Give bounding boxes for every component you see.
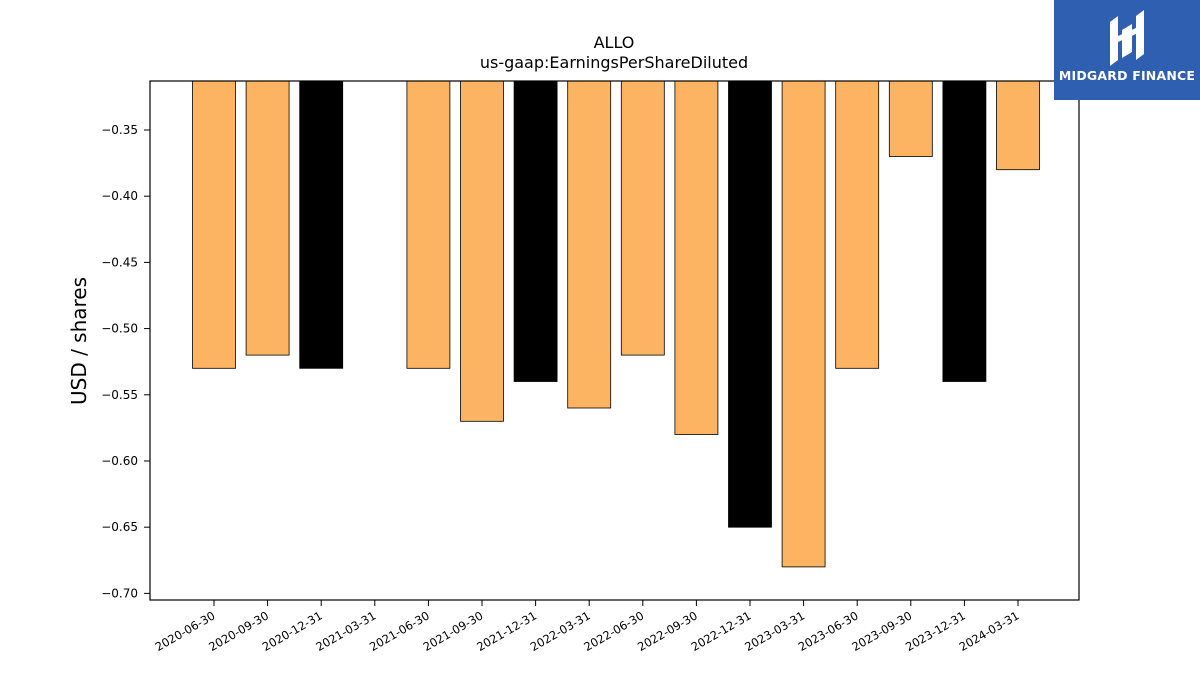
x-tick-label: 2023-12-31 <box>903 608 968 654</box>
bar-2024-03-31 <box>996 80 1040 171</box>
bar-2021-09-30 <box>460 80 504 422</box>
x-tick-label: 2023-09-30 <box>849 608 914 654</box>
bar-2020-09-30 <box>245 80 290 356</box>
x-tick-label: 2023-03-31 <box>742 608 807 654</box>
midgard-finance-logo: MIDGARD FINANCE <box>1054 0 1200 100</box>
chart-title: ALLO <box>594 33 635 52</box>
bar-2023-03-31 <box>781 80 826 568</box>
plot-frame <box>149 80 1080 601</box>
y-tick-label: −0.50 <box>101 322 138 336</box>
bar-2022-09-30 <box>674 80 719 435</box>
bar-2022-03-31 <box>567 80 612 409</box>
x-tick-label: 2021-09-30 <box>421 608 486 654</box>
bar-2023-06-30 <box>835 80 880 369</box>
bar-2020-12-31 <box>299 80 344 369</box>
x-tick-label: 2023-06-30 <box>796 608 861 654</box>
bar-2023-09-30 <box>888 80 933 157</box>
x-tick-label: 2022-03-31 <box>528 608 593 654</box>
logo-text: MIDGARD FINANCE <box>1058 68 1196 83</box>
y-tick-label: −0.60 <box>101 454 138 468</box>
x-tick-label: 2020-09-30 <box>206 608 271 654</box>
bar-2021-06-30 <box>406 80 451 369</box>
x-tick-label: 2022-12-31 <box>689 608 754 654</box>
y-tick-label: −0.40 <box>101 189 138 203</box>
chart-subtitle: us-gaap:EarningsPerShareDiluted <box>480 53 748 72</box>
bar-2023-12-31 <box>942 80 987 382</box>
midgard-logo-icon <box>1110 10 1144 66</box>
bar-2020-06-30 <box>192 80 236 369</box>
x-tick-label: 2022-09-30 <box>635 608 700 654</box>
x-tick-label: 2020-06-30 <box>153 608 218 654</box>
x-tick-label: 2020-12-31 <box>260 608 325 654</box>
x-axis-ticks: 2020-06-302020-09-302020-12-312021-03-31… <box>153 600 1022 654</box>
x-tick-label: 2021-03-31 <box>313 608 378 654</box>
bar-2022-12-31 <box>728 80 772 528</box>
y-tick-label: −0.55 <box>101 388 138 402</box>
x-tick-label: 2021-06-30 <box>367 608 432 654</box>
bar-2021-12-31 <box>513 80 558 382</box>
bar-2022-06-30 <box>620 80 665 356</box>
y-axis-ticks: −0.35 −0.40 −0.45 −0.50 −0.55 −0.60 −0.65 −0.70 <box>101 123 150 600</box>
y-tick-label: −0.70 <box>101 586 138 600</box>
y-axis-label: USD / shares <box>67 277 91 405</box>
y-tick-label: −0.35 <box>101 123 138 137</box>
x-tick-label: 2021-12-31 <box>474 608 539 654</box>
x-tick-label: 2022-06-30 <box>581 608 646 654</box>
y-tick-label: −0.45 <box>101 255 138 269</box>
x-tick-label: 2024-03-31 <box>957 608 1022 654</box>
y-tick-label: −0.65 <box>101 520 138 534</box>
bars-group <box>192 80 1040 568</box>
